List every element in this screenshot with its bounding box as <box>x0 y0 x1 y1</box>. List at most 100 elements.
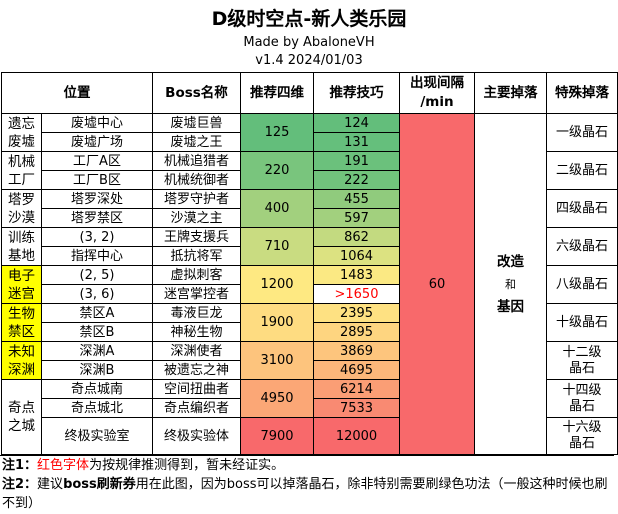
note-1-text: 为按规律推测得到，暂未经证实。 <box>89 458 285 473</box>
position-cell: 塔罗禁区 <box>41 208 153 228</box>
special-drop-cell: 十二级 晶石 <box>546 341 618 380</box>
area-name: 遗忘 废墟 <box>1 113 42 152</box>
table-row: 工厂B区 机械统御者 222 <box>2 170 618 190</box>
version-date: v1.4 2024/01/03 <box>255 53 363 68</box>
boss-name-cell: 沙漠之主 <box>152 208 241 228</box>
col-header-main-drop: 主要掉落 <box>474 72 547 114</box>
table-row: 未知 深渊 深渊A 深渊使者 3100 3869 十二级 晶石 <box>1 341 618 380</box>
stats-cell: 1900 <box>240 303 314 342</box>
special-drop-cell: 十级晶石 <box>546 303 618 342</box>
position-cell: 终极实验室 <box>41 417 153 455</box>
boss-name-cell: 迷宫掌控者 <box>152 284 241 304</box>
boss-name-cell: 虚拟刺客 <box>152 265 241 285</box>
position-cell: 深渊B <box>41 360 153 380</box>
boss-name-cell: 废墟巨兽 <box>152 113 241 133</box>
position-cell: (3, 2) <box>41 227 153 247</box>
skill-cell: 191 <box>313 151 400 171</box>
note-2-text-b: 用在此图，因为boss可以掉落晶石，除非特别需要刷绿色功法（一般这种时候也刷不到… <box>2 477 608 511</box>
boss-name-cell: 废墟之王 <box>152 132 241 152</box>
table-row: 奇点城北 奇点编织者 7533 <box>2 398 618 418</box>
area-name: 生物 禁区 <box>1 303 42 342</box>
page-header: D级时空点-新人类乐园 Made by AbaloneVH v1.4 2024/… <box>0 0 618 72</box>
table-row: 废墟广场 废墟之王 131 <box>2 132 618 152</box>
skill-cell: 455 <box>313 189 400 209</box>
skill-cell: 131 <box>313 132 400 152</box>
stats-cell: 710 <box>240 227 314 266</box>
table-row: 遗忘 废墟 废墟中心 废墟巨兽 125 124 60 改造和基因 一级晶石 <box>1 113 618 455</box>
skill-cell: 2395 <box>313 303 400 323</box>
col-header-skill: 推荐技巧 <box>313 72 400 114</box>
stats-cell: 400 <box>240 189 314 228</box>
stats-cell: 125 <box>240 113 314 152</box>
special-drop-cell: 一级晶石 <box>546 113 618 152</box>
table-row: 塔罗禁区 沙漠之主 597 <box>2 208 618 228</box>
table-row: 指挥中心 抵抗将军 1064 <box>2 246 618 266</box>
table-row: 机械 工厂 工厂A区 机械追猎者 220 191 二级晶石 <box>1 151 618 190</box>
special-drop-cell: 四级晶石 <box>546 189 618 228</box>
special-drop-cell: 六级晶石 <box>546 227 618 266</box>
skill-cell: 7533 <box>313 398 400 418</box>
skill-cell-estimated: >1650 <box>313 284 400 304</box>
skill-cell: 6214 <box>313 379 400 399</box>
table-row: 塔罗 沙漠 塔罗深处 塔罗守护者 400 455 四级晶石 <box>1 189 618 228</box>
col-header-stats: 推荐四维 <box>240 72 314 114</box>
main-drop-line2: 和 <box>505 277 516 291</box>
position-cell: 工厂B区 <box>41 170 153 190</box>
skill-cell: 2895 <box>313 322 400 342</box>
col-header-interval: 出现间隔 /min <box>399 72 475 114</box>
area-name: 训练 基地 <box>1 227 42 266</box>
skill-cell: 597 <box>313 208 400 228</box>
stats-cell: 1200 <box>240 265 314 304</box>
special-drop-cell: 十四级 晶石 <box>546 379 618 418</box>
position-cell: 深渊A <box>41 341 153 361</box>
boss-name-cell: 毒液巨龙 <box>152 303 241 323</box>
position-cell: 废墟广场 <box>41 132 153 152</box>
skill-cell: 3869 <box>313 341 400 361</box>
boss-table: 位置 Boss名称 推荐四维 推荐技巧 出现间隔 /min 主要掉落 特殊掉落 … <box>1 72 618 455</box>
stats-cell: 3100 <box>240 341 314 380</box>
skill-cell: 222 <box>313 170 400 190</box>
position-cell: 工厂A区 <box>41 151 153 171</box>
special-drop-cell: 八级晶石 <box>546 265 618 304</box>
table-row: 生物 禁区 禁区A 毒液巨龙 1900 2395 十级晶石 <box>1 303 618 342</box>
position-cell: 禁区B <box>41 322 153 342</box>
position-cell: (3, 6) <box>41 284 153 304</box>
boss-name-cell: 终极实验体 <box>152 417 241 455</box>
col-header-location: 位置 <box>1 72 153 114</box>
skill-cell: 1483 <box>313 265 400 285</box>
footnotes: 注1：红色字体为按规律推测得到，暂未经证实。 注2：建议boss刷新券用在此图，… <box>0 455 614 514</box>
position-cell: (2, 5) <box>41 265 153 285</box>
stats-cell: 4950 <box>240 379 314 418</box>
col-header-boss: Boss名称 <box>152 72 241 114</box>
interval-header-line2: /min <box>420 94 454 110</box>
position-cell: 奇点城南 <box>41 379 153 399</box>
interval-cell: 60 <box>399 113 475 455</box>
stats-cell: 7900 <box>240 417 314 455</box>
area-name: 机械 工厂 <box>1 151 42 190</box>
area-name: 塔罗 沙漠 <box>1 189 42 228</box>
special-drop-cell: 十六级 晶石 <box>546 417 618 455</box>
boss-name-cell: 机械统御者 <box>152 170 241 190</box>
boss-name-cell: 塔罗守护者 <box>152 189 241 209</box>
skill-cell: 1064 <box>313 246 400 266</box>
position-cell: 奇点城北 <box>41 398 153 418</box>
page-title: D级时空点-新人类乐园 <box>211 8 407 30</box>
main-drop-line3: 基因 <box>497 298 524 315</box>
main-drop-cell: 改造和基因 <box>474 113 547 455</box>
special-drop-cell: 二级晶石 <box>546 151 618 190</box>
col-header-special-drop: 特殊掉落 <box>546 72 618 114</box>
boss-name-cell: 抵抗将军 <box>152 246 241 266</box>
table-row: 电子 迷宫 (2, 5) 虚拟刺客 1200 1483 八级晶石 <box>1 265 618 304</box>
boss-name-cell: 深渊使者 <box>152 341 241 361</box>
skill-cell: 4695 <box>313 360 400 380</box>
boss-name-cell: 机械追猎者 <box>152 151 241 171</box>
note-2: 注2：建议boss刷新券用在此图，因为boss可以掉落晶石，除非特别需要刷绿色功… <box>2 475 614 513</box>
position-cell: 禁区A <box>41 303 153 323</box>
note-2-bold-text: boss刷新券 <box>63 477 136 492</box>
table-row: 禁区B 神秘生物 2895 <box>2 322 618 342</box>
table-row: 训练 基地 (3, 2) 王牌支援兵 710 862 六级晶石 <box>1 227 618 266</box>
table-row-final: 终极实验室 终极实验体 7900 12000 十六级 晶石 <box>2 417 618 455</box>
note-1: 注1：红色字体为按规律推测得到，暂未经证实。 <box>2 456 614 475</box>
note-1-red-text: 红色字体 <box>37 458 90 473</box>
area-name: 奇点 之城 <box>1 379 42 455</box>
